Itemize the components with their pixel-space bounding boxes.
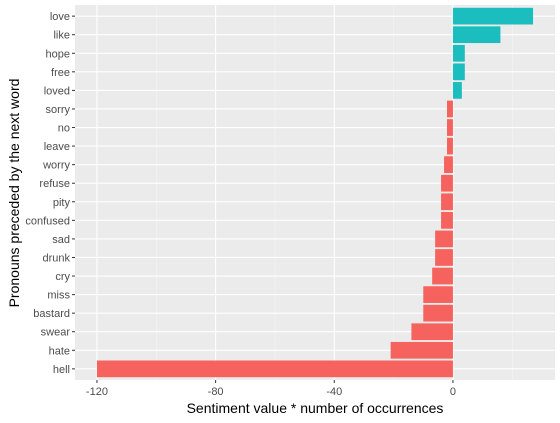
bars (96, 7, 534, 378)
y-tick-label: bastard (33, 308, 70, 320)
y-tick-label: hope (46, 48, 70, 60)
bar-like (452, 26, 501, 44)
y-tick-label: worry (42, 160, 70, 172)
bar-leave (447, 137, 453, 155)
y-tick-label: hate (49, 345, 70, 357)
bar-no (447, 119, 453, 136)
y-axis-ticks: love like hope free loved sorry no leave worry re… (25, 11, 75, 376)
plot-panel (75, 5, 555, 380)
bar-sad (435, 230, 453, 248)
y-axis-title: Pronouns preceded by the next word (6, 79, 22, 308)
y-tick-label: pity (53, 197, 71, 209)
y-tick-label: leave (44, 141, 70, 153)
y-tick-label: refuse (39, 178, 70, 190)
bar-swear (411, 323, 453, 341)
bar-worry (444, 156, 453, 174)
bar-miss (423, 286, 453, 303)
bar-sorry (447, 100, 453, 118)
y-tick-label: sorry (46, 104, 71, 116)
bar-cry (432, 267, 453, 285)
bar-hope (452, 44, 465, 62)
y-tick-label: like (53, 30, 70, 42)
x-tick-label: -80 (208, 386, 224, 398)
bar-pity (441, 193, 453, 211)
x-axis-title: Sentiment value * number of occurrences (187, 400, 444, 416)
y-tick-label: sad (52, 234, 70, 246)
y-tick-label: loved (44, 85, 70, 97)
bar-hell (96, 360, 453, 378)
x-tick-label: 0 (450, 386, 456, 398)
y-tick-label: confused (25, 215, 70, 227)
bar-loved (452, 82, 462, 99)
y-tick-label: miss (47, 290, 70, 302)
y-tick-label: free (51, 67, 70, 79)
bar-drunk (435, 249, 453, 266)
bar-bastard (423, 304, 453, 322)
bar-refuse (441, 174, 453, 192)
y-tick-label: cry (55, 271, 70, 283)
y-tick-label: no (58, 123, 70, 135)
y-tick-label: love (50, 11, 70, 23)
minor-gridlines (155, 5, 513, 380)
x-axis-ticks: -120 -80 -40 0 (86, 380, 456, 398)
bar-confused (441, 211, 453, 229)
bar-hate (390, 341, 453, 359)
y-tick-label: swear (41, 327, 71, 339)
x-tick-label: -120 (86, 386, 108, 398)
bar-free (452, 63, 465, 81)
bar-love (452, 7, 534, 25)
x-tick-label: -40 (326, 386, 342, 398)
y-tick-label: hell (53, 364, 70, 376)
y-tick-label: drunk (42, 252, 70, 264)
